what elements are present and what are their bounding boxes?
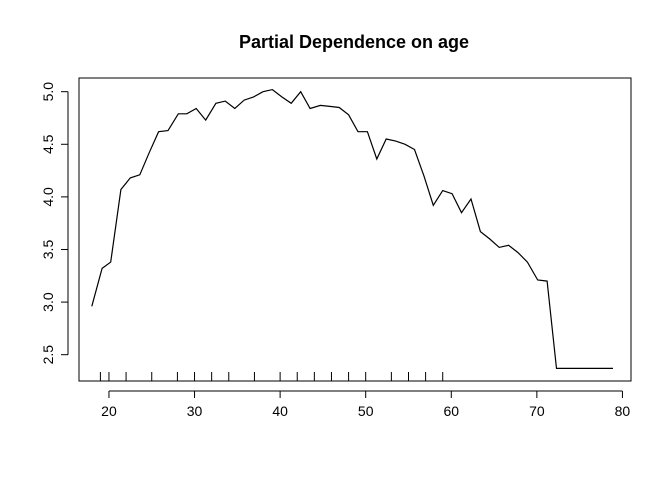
y-tick-label: 4.5 [40,134,56,154]
y-tick-label: 5.0 [40,82,56,102]
plot-frame [78,77,632,382]
x-tick-label: 70 [529,403,545,419]
x-tick-label: 30 [187,403,203,419]
x-tick-label: 20 [101,403,117,419]
x-tick-label: 40 [272,403,288,419]
y-tick-label: 4.0 [40,187,56,207]
chart-title: Partial Dependence on age [239,32,469,52]
y-tick-label: 3.5 [40,240,56,260]
x-tick-label: 80 [615,403,631,419]
series-layer [91,88,613,369]
series-line-0 [91,88,613,369]
y-tick-label: 3.0 [40,292,56,312]
x-tick-label: 60 [443,403,459,419]
y-axis: 2.5 3.0 3.5 4.0 4.5 5.0 [40,82,69,365]
x-axis: 20 30 40 50 60 70 80 [101,390,631,419]
x-tick-label: 50 [358,403,374,419]
rug-marks [99,372,444,381]
y-tick-label: 2.5 [40,345,56,365]
